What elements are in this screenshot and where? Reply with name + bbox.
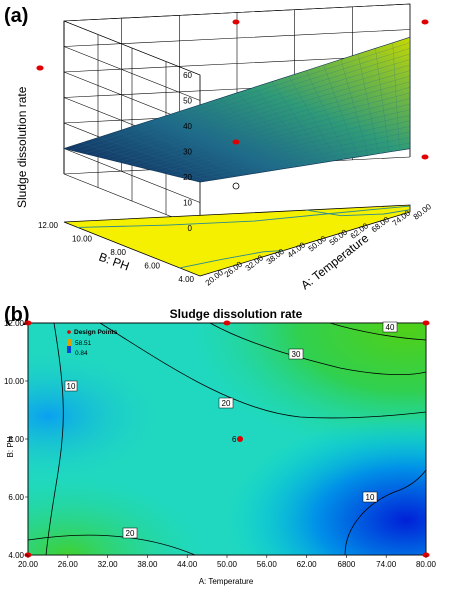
y-axis-ticks: 4.00 6.00 8.00 10.00 12.00 [38, 221, 195, 284]
contour-x-tick-7: 62.00 [297, 560, 318, 569]
corner-marker-3 [421, 19, 429, 25]
contour-label-20-bottom: 20 [126, 529, 135, 538]
y-tick-4.00: 4.00 [178, 275, 194, 284]
contour-title: Sludge dissolution rate [170, 307, 303, 321]
contour-x-tick-4: 44.00 [177, 560, 198, 569]
contour-y-tick-10.00: 10.00 [4, 377, 25, 386]
legend-min-value: 0.84 [75, 350, 88, 357]
contour-corner-point-3 [422, 320, 430, 326]
contour-line-30 [209, 322, 427, 376]
legend-design-point-marker [67, 330, 71, 334]
floor-contour-3 [179, 249, 285, 269]
floor-contours [77, 205, 411, 269]
contour-x-tick-8: 6800 [338, 560, 356, 569]
z-tick-50: 50 [183, 97, 192, 106]
contour-labels: 10 40 30 20 20 10 [64, 321, 398, 539]
contour-label-40: 40 [386, 323, 395, 332]
z-tick-40: 40 [183, 122, 192, 131]
y-axis-title: B: PH [97, 250, 131, 274]
design-point-center [237, 436, 243, 442]
contour-y-tick-8.00: 8.00 [8, 435, 24, 444]
z-tick-10: 10 [183, 199, 192, 208]
contour-y-axis-title: B: PH [6, 436, 15, 457]
panel-b: (b) Sludge dissolution rate 10 40 30 20 [4, 304, 437, 586]
design-point-label: 6 [232, 435, 237, 444]
corner-marker-4 [421, 154, 429, 160]
y-tick-6.00: 6.00 [144, 262, 160, 271]
contour-x-tick-0: 20.00 [18, 560, 39, 569]
corner-markers [36, 19, 429, 160]
x-tick-80.00: 80.00 [412, 202, 434, 222]
contour-label-10-right: 10 [366, 493, 375, 502]
legend-max-value: 58.51 [75, 340, 92, 347]
contour-x-tick-10: 80.00 [416, 560, 437, 569]
y-tick-12.00: 12.00 [38, 221, 59, 230]
contour-label-20-mid: 20 [222, 399, 231, 408]
contour-x-ticks: 20.00 26.00 32.00 38.00 44.00 50.00 56.00 62.00… [18, 555, 437, 569]
legend-color-bar-high [67, 339, 71, 346]
contour-x-tick-6: 56.00 [257, 560, 278, 569]
contour-y-tick-12.00: 12.00 [4, 319, 25, 328]
contour-y-tick-6.00: 6.00 [8, 493, 24, 502]
contour-corner-markers [24, 320, 430, 558]
z-tick-30: 30 [183, 148, 192, 157]
panel-b-label: (b) [4, 304, 30, 326]
contour-x-axis-title: A: Temperature [199, 577, 254, 586]
z-axis-title: Sludge dissolution rate [15, 86, 29, 208]
contour-corner-point-5 [223, 320, 231, 326]
contour-y-tick-4.00: 4.00 [8, 551, 24, 560]
legend-title: Design Points [74, 329, 118, 336]
z-tick-60: 60 [183, 71, 192, 80]
contour-x-tick-2: 32.00 [98, 560, 119, 569]
floor-plane [63, 204, 411, 277]
contour-label-10-left: 10 [67, 382, 76, 391]
floor-contour-1 [77, 205, 411, 228]
contour-x-tick-5: 50.00 [217, 560, 238, 569]
legend-color-bar-low [67, 346, 71, 353]
contour-line-40 [329, 322, 427, 341]
contour-lines [27, 322, 427, 556]
surface-mesh [63, 36, 411, 183]
z-tick-20: 20 [183, 173, 192, 182]
contour-line-20-mid [99, 322, 427, 419]
y-tick-10.00: 10.00 [72, 235, 93, 244]
contour-line-10-left [45, 322, 64, 556]
floor-contour-2 [306, 209, 411, 217]
contour-x-tick-1: 26.00 [58, 560, 79, 569]
contour-x-tick-9: 74.00 [376, 560, 397, 569]
y-tick-8.00: 8.00 [110, 248, 126, 257]
contour-label-30: 30 [292, 350, 301, 359]
surface-design-point [232, 139, 240, 145]
corner-marker-top [232, 19, 240, 25]
contour-x-tick-3: 38.00 [137, 560, 158, 569]
contour-y-ticks: 4.00 6.00 8.00 10.00 12.00 [4, 319, 28, 560]
contour-line-20-bottom [27, 534, 196, 556]
panel-a-label: (a) [4, 5, 28, 27]
corner-marker-2 [36, 65, 44, 71]
contour-line-10-right [344, 469, 427, 556]
legend: Design Points 58.51 0.84 [67, 329, 118, 357]
z-axis-ticks: 0 10 20 30 40 50 60 [183, 71, 192, 233]
floor-design-point [232, 182, 240, 190]
z-tick-0: 0 [188, 224, 193, 233]
